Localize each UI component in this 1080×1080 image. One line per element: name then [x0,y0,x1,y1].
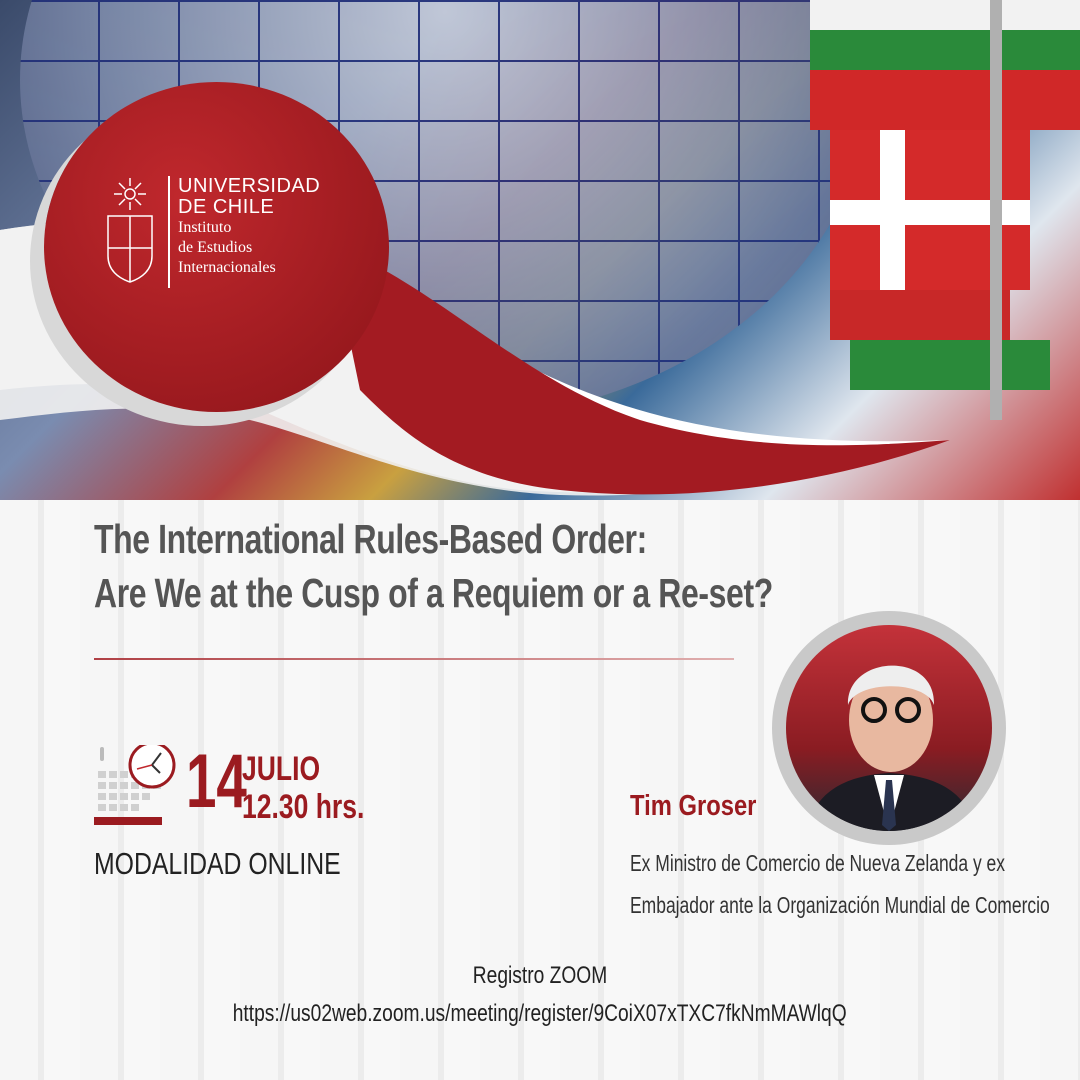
speaker-name: Tim Groser [630,790,757,822]
header-photo: UNIVERSIDAD DE CHILE Instituto de Estudi… [0,0,1080,500]
event-month-time: JULIO 12.30 hrs. [242,750,365,826]
institute-name-3: Internacionales [178,259,276,276]
institute-name-2: de Estudios [178,239,253,256]
university-name: UNIVERSIDAD [178,175,321,197]
university-name-2: DE CHILE [178,196,275,218]
university-logo: UNIVERSIDAD DE CHILE Instituto de Estudi… [102,176,320,288]
registration-link[interactable]: https://us02web.zoom.us/meeting/register… [233,1000,847,1027]
university-crest-icon [107,178,153,283]
calendar-clock-icon [94,745,176,825]
event-modality: MODALIDAD ONLINE [94,846,341,881]
divider [94,658,734,660]
speaker-role: Ex Ministro de Comercio de Nueva Zelanda… [630,850,1050,918]
registration-label: Registro ZOOM [472,962,608,989]
logo-badge [44,82,389,412]
flags-image [810,0,1080,420]
speaker-portrait [806,665,976,831]
event-title: The International Rules-Based Order: Are… [94,516,773,616]
event-day: 14 [186,739,247,824]
speaker-photo [772,611,1006,845]
institute-name-1: Instituto [178,219,232,236]
